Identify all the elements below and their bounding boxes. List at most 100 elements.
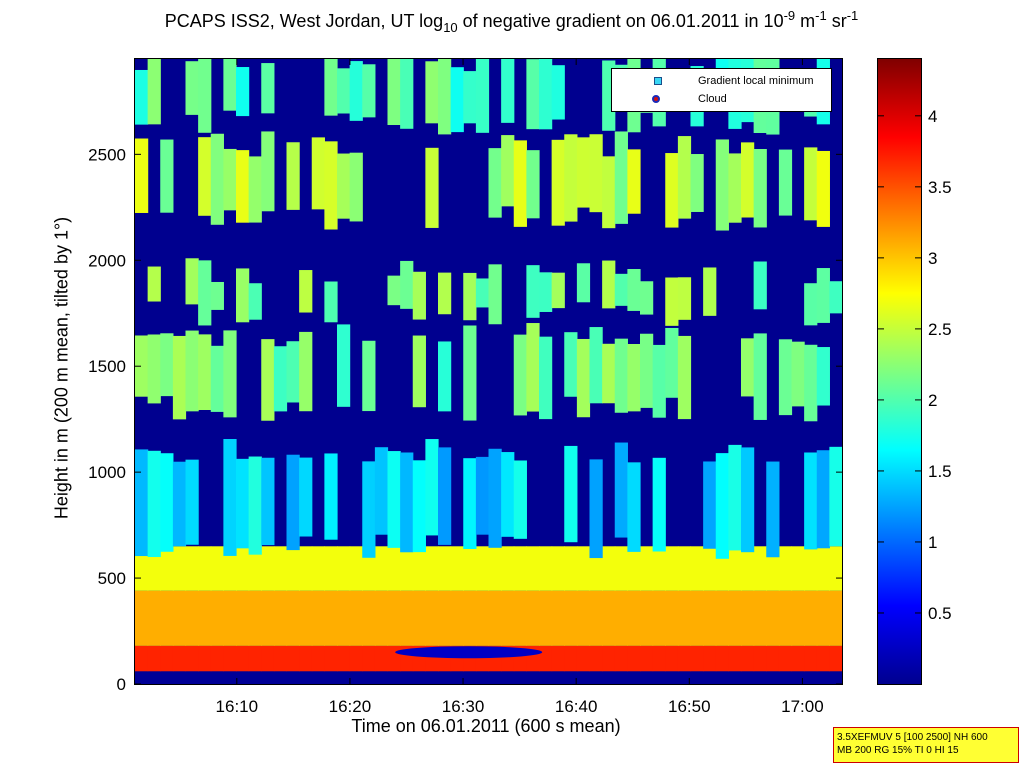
heatmap-cell (261, 645, 275, 672)
heatmap-cell (564, 590, 578, 646)
heatmap-cell (160, 139, 174, 213)
heatmap-cell (450, 590, 464, 646)
heatmap-cell (362, 671, 376, 684)
heatmap-cell (576, 263, 591, 303)
heatmap-cell (501, 452, 515, 537)
heatmap-cell (198, 137, 212, 216)
heatmap-cell (236, 590, 250, 646)
heatmap-cell (804, 283, 818, 326)
heatmap-cell (526, 590, 540, 646)
heatmap-cell (640, 546, 654, 591)
heatmap-cell (576, 338, 591, 418)
heatmap-cell (248, 671, 262, 684)
heatmap-cell (261, 671, 275, 684)
heatmap-cell (337, 324, 351, 407)
heatmap-cell (501, 135, 515, 207)
y-tick-label: 2500 (88, 145, 126, 164)
heatmap-cell (753, 149, 767, 228)
heatmap-cell (475, 546, 490, 591)
heatmap-cell (513, 334, 527, 416)
colorbar (877, 58, 922, 685)
heatmap-cell (488, 264, 502, 325)
heatmap-cell (829, 645, 842, 672)
heatmap-cell (261, 590, 275, 646)
heatmap-cell (488, 590, 502, 646)
heatmap-cell (387, 671, 401, 684)
heatmap-cell (741, 645, 755, 672)
heatmap-cell (324, 645, 338, 672)
heatmap-cell (816, 671, 830, 684)
heatmap-cell (539, 546, 553, 591)
heatmap-cell (715, 139, 729, 231)
heatmap-cell (778, 590, 793, 646)
colorbar-tick-label: 2 (928, 391, 937, 410)
heatmap-cell (261, 339, 275, 421)
heatmap-cell (147, 450, 161, 558)
heatmap-cell (816, 546, 830, 591)
heatmap-cell (677, 136, 692, 219)
heatmap-cell (374, 645, 389, 672)
heatmap-cell (337, 645, 351, 672)
y-tick-label: 0 (117, 675, 126, 694)
heatmap-cell (627, 546, 641, 591)
legend: Gradient local minimum Cloud (611, 68, 832, 112)
heatmap-cell (223, 330, 237, 418)
heatmap-canvas (135, 59, 842, 684)
heatmap-cell (395, 646, 543, 659)
heatmap-cell (766, 671, 780, 684)
heatmap-cell (614, 645, 628, 672)
heatmap-cell (349, 645, 363, 672)
heatmap-cell (665, 153, 679, 228)
heatmap-cell (135, 335, 149, 397)
heatmap-cell (728, 546, 742, 591)
heatmap-cell (488, 671, 502, 684)
heatmap-cell (210, 133, 224, 225)
x-tick-label: 16:40 (555, 697, 598, 716)
heatmap-cell (438, 272, 452, 315)
heatmap-cell (627, 645, 641, 672)
heatmap-cell (677, 671, 692, 684)
heatmap-cell (576, 546, 591, 591)
heatmap-cell (286, 341, 300, 403)
heatmap-cell (438, 447, 452, 545)
heatmap-cell (412, 671, 426, 684)
heatmap-cell (602, 546, 616, 591)
heatmap-cell (703, 590, 717, 646)
heatmap-cell (248, 546, 262, 591)
heatmap-cell (551, 546, 565, 591)
heatmap-cell (728, 444, 742, 551)
heatmap-cell (627, 149, 641, 214)
heatmap-cell (311, 645, 325, 672)
heatmap-cell (791, 671, 805, 684)
heatmap-cell (526, 265, 540, 318)
heatmap-cell (766, 645, 780, 672)
heatmap-cell (387, 451, 401, 548)
heatmap-cell (741, 142, 755, 218)
heatmap-cell (778, 339, 793, 416)
heatmap-cell (412, 460, 426, 553)
heatmap-cell (640, 671, 654, 684)
heatmap-cell (539, 590, 553, 646)
heatmap-cell (816, 450, 830, 549)
heatmap-cell (488, 546, 502, 591)
heatmap-cell (387, 645, 401, 672)
heatmap-cell (564, 332, 578, 397)
heatmap-cell (576, 137, 591, 208)
heatmap-cell (337, 590, 351, 646)
heatmap-cell (160, 333, 174, 397)
y-tick-label: 500 (98, 569, 126, 588)
heatmap-cell (387, 546, 401, 591)
heatmap-cell (463, 546, 477, 591)
heatmap-cell (198, 671, 212, 684)
heatmap-cell (311, 546, 325, 591)
x-tick-label: 16:50 (668, 697, 711, 716)
heatmap-cell (677, 335, 692, 420)
heatmap-cell (438, 671, 452, 684)
heatmap-cell (362, 645, 376, 672)
heatmap-cell (412, 335, 426, 408)
heatmap-cell (185, 546, 199, 591)
heatmap-cell (261, 546, 275, 591)
heatmap-cell (311, 137, 325, 210)
heatmap-cell (286, 590, 300, 646)
heatmap-cell (135, 69, 149, 125)
